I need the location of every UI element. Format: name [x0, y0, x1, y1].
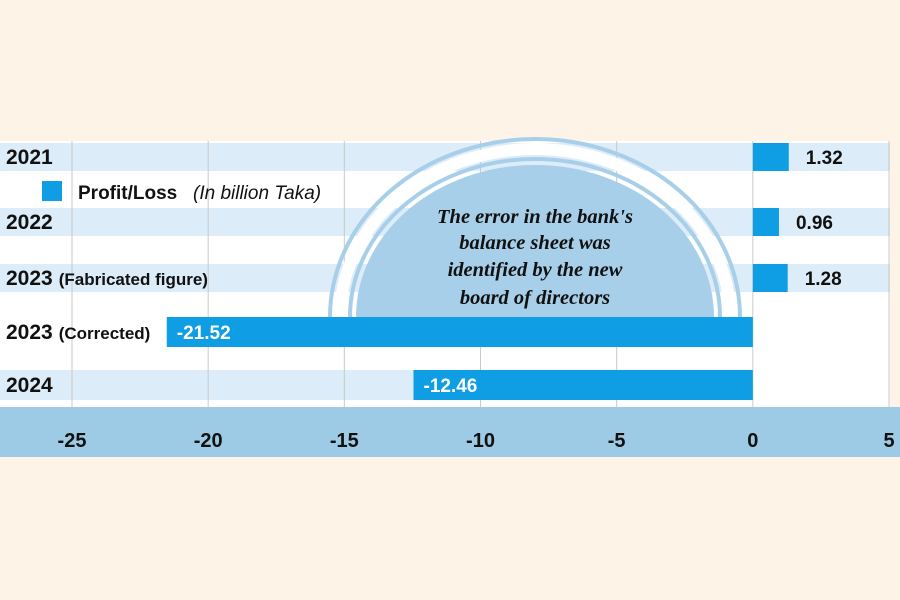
bar	[752, 143, 789, 171]
annotation-line-1: The error in the bank's	[437, 206, 633, 228]
bar	[166, 317, 753, 347]
category-label: 2024	[6, 374, 53, 397]
data-label: 0.96	[796, 213, 833, 234]
x-tick-label: -25	[58, 430, 87, 452]
x-tick-label: -20	[194, 430, 223, 452]
category-label: 2022	[6, 211, 53, 234]
annotation-line-3: identified by the new	[448, 259, 623, 281]
annotation-arc-outer	[328, 137, 742, 318]
category-label: 2021	[6, 146, 53, 169]
x-tick-label: -10	[466, 430, 495, 452]
annotation-arc-inner	[348, 157, 722, 318]
category-label: 2023 (Fabricated figure)	[6, 267, 208, 290]
legend-unit: (In billion Taka)	[193, 183, 321, 204]
annotation-line-4: board of directors	[460, 287, 610, 309]
legend-swatch	[42, 181, 62, 201]
x-tick-label: -15	[330, 430, 359, 452]
bar	[752, 208, 779, 236]
x-tick-label: -5	[608, 430, 626, 452]
data-label: -21.52	[177, 323, 231, 344]
bar	[413, 370, 753, 400]
x-tick-label: 0	[747, 430, 758, 452]
data-label: -12.46	[424, 376, 478, 397]
x-tick-label: 5	[883, 430, 894, 452]
data-label: 1.28	[805, 269, 842, 290]
category-label: 2023 (Corrected)	[6, 321, 150, 344]
x-axis-band	[0, 407, 900, 457]
annotation-arc-band	[334, 143, 736, 318]
bar	[752, 264, 788, 292]
data-label: 1.32	[806, 148, 843, 169]
legend-label: Profit/Loss	[78, 183, 177, 204]
annotation-dome	[356, 165, 714, 317]
annotation-line-2: balance sheet was	[459, 232, 610, 254]
